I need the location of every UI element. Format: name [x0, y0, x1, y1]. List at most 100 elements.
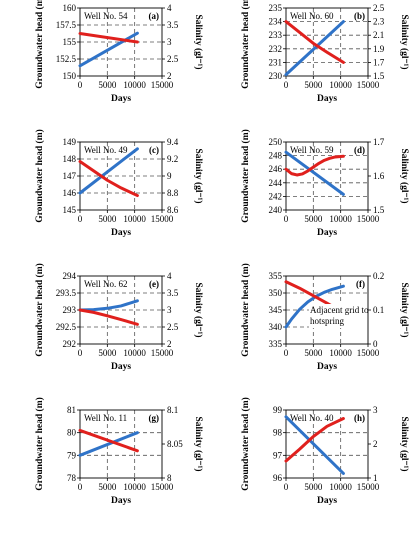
- x-tick-label: 5000: [98, 214, 117, 224]
- x-axis-label: Days: [317, 362, 337, 372]
- panel-label: (g): [149, 413, 160, 423]
- chart-panel: 0 5000 10000 15000 78 79 80 81 8 8.05 8.1 Days Groun…: [34, 397, 204, 506]
- x-tick-label: 5000: [304, 214, 323, 224]
- chart-panel: 0 5000 10000 15000 240 242 244 246 248 250 1.5 1.6 1…: [240, 129, 410, 238]
- y-tick-label: 246: [269, 164, 283, 174]
- chart-panel: 0 5000 10000 15000 292 292.5 293 293.5 294 2 2.5 3 3…: [34, 263, 204, 372]
- y-tick-label: 335: [269, 339, 283, 349]
- y-tick-label: 234: [269, 17, 283, 27]
- x-tick-label: 5000: [98, 482, 117, 492]
- y-tick-label: 80: [67, 428, 77, 438]
- y2-tick-label: 2.5: [167, 322, 179, 332]
- series-salinity-line: [78, 308, 139, 326]
- x-tick-label: 15000: [357, 482, 380, 492]
- well-label: Well No. 54: [84, 11, 128, 21]
- y2-tick-label: 4: [167, 3, 172, 13]
- x-axis-label: Days: [317, 496, 337, 506]
- well-label: Well No. 40: [290, 413, 334, 423]
- y2-tick-label: 1.5: [373, 71, 385, 81]
- y-tick-label: 294: [63, 271, 77, 281]
- panel-label: (h): [354, 413, 365, 423]
- y2-tick-label: 9.2: [167, 154, 178, 164]
- y2-tick-label: 2: [373, 439, 378, 449]
- y2-tick-label: 2.1: [373, 30, 384, 40]
- y-tick-label: 97: [273, 450, 283, 460]
- x-tick-label: 0: [78, 214, 83, 224]
- y-tick-label: 233: [269, 30, 283, 40]
- y-tick-label: 96: [273, 473, 283, 483]
- well-label: Well No. 59: [290, 145, 334, 155]
- annotation-line: Adjacent grid to: [310, 305, 369, 315]
- chart-panel: 0 5000 10000 15000 335 340 345 350 355 0 0.1 0.2 Day…: [240, 263, 410, 372]
- series-salinity-line: [284, 20, 345, 64]
- well-label: Well No. 49: [84, 145, 128, 155]
- y-tick-label: 242: [269, 191, 283, 201]
- y2-tick-label: 2.3: [373, 17, 385, 27]
- y-axis-label: Groundwater head (m): [34, 397, 45, 491]
- y2-tick-label: 3: [167, 37, 172, 47]
- y2-axis-label: Salinity (gl⁻¹): [399, 282, 410, 337]
- y-tick-label: 157.5: [56, 20, 77, 30]
- y2-tick-label: 2.5: [373, 3, 385, 13]
- y2-tick-label: 2: [167, 339, 172, 349]
- series-salinity-line: [78, 160, 139, 198]
- x-tick-label: 10000: [123, 482, 146, 492]
- y-tick-label: 240: [269, 205, 283, 215]
- series-groundwater-head-line: [78, 31, 139, 68]
- series-groundwater-head-line: [78, 147, 139, 195]
- y-tick-label: 244: [269, 178, 283, 188]
- y-axis-label: Groundwater head (m): [240, 263, 251, 357]
- y-axis-label: Groundwater head (m): [240, 397, 251, 491]
- y2-tick-label: 8: [167, 473, 172, 483]
- well-label: Well No. 60: [290, 11, 334, 21]
- y-tick-label: 235: [269, 3, 283, 13]
- y-tick-label: 248: [269, 151, 283, 161]
- y-tick-label: 293: [63, 305, 77, 315]
- y2-axis-label: Salinity (gl⁻¹): [193, 282, 204, 337]
- well-label: Well No. 11: [84, 413, 127, 423]
- series-groundwater-head-line: [284, 415, 345, 475]
- series-groundwater-head-line: [284, 150, 345, 196]
- y-tick-label: 78: [67, 473, 77, 483]
- chart-panel: 0 5000 10000 15000 230 231 232 233 234 235 1.5 1.7 1…: [240, 0, 410, 104]
- y-tick-label: 79: [67, 450, 77, 460]
- y2-tick-label: 2: [167, 71, 172, 81]
- chart-panel: 0 5000 10000 15000 96 97 98 99 1 2 3 Days Groundwate…: [240, 397, 410, 506]
- y2-tick-label: 1.9: [373, 44, 385, 54]
- y2-tick-label: 0: [373, 339, 378, 349]
- x-axis-label: Days: [111, 496, 131, 506]
- y-tick-label: 230: [269, 71, 283, 81]
- x-tick-label: 10000: [123, 214, 146, 224]
- annotation-background: [309, 304, 367, 328]
- x-tick-label: 0: [78, 348, 83, 358]
- y2-tick-label: 1.7: [373, 137, 385, 147]
- chart-panel: 0 5000 10000 15000 150 152.5 155 157.5 160 2 2.5 3 3…: [34, 0, 204, 104]
- series-salinity-line: [78, 32, 139, 44]
- y-tick-label: 149: [63, 137, 77, 147]
- annotation-text: Adjacent grid to hotspring: [310, 305, 369, 326]
- series-groundwater-head-line: [78, 431, 139, 457]
- x-tick-label: 10000: [329, 214, 352, 224]
- y2-tick-label: 8.1: [167, 405, 178, 415]
- y2-tick-label: 1.6: [373, 171, 385, 181]
- series-salinity-line: [284, 417, 345, 463]
- y-tick-label: 345: [269, 305, 283, 315]
- panel-label: (b): [354, 11, 365, 21]
- y-tick-label: 355: [269, 271, 283, 281]
- x-tick-label: 5000: [304, 348, 323, 358]
- panel-label: (e): [149, 279, 159, 289]
- y2-tick-label: 0.2: [373, 271, 384, 281]
- x-tick-label: 10000: [329, 348, 352, 358]
- x-axis-label: Days: [111, 228, 131, 238]
- x-tick-label: 5000: [98, 80, 117, 90]
- y-tick-label: 145: [63, 205, 77, 215]
- panel-label: (d): [354, 145, 365, 155]
- x-tick-label: 15000: [151, 482, 174, 492]
- x-tick-label: 5000: [304, 482, 323, 492]
- y2-tick-label: 8.05: [167, 439, 183, 449]
- y-tick-label: 231: [269, 57, 283, 67]
- annotation-line: hotspring: [310, 316, 345, 326]
- series-groundwater-head-line: [284, 20, 345, 77]
- y2-tick-label: 1.7: [373, 57, 385, 67]
- y2-tick-label: 4: [167, 271, 172, 281]
